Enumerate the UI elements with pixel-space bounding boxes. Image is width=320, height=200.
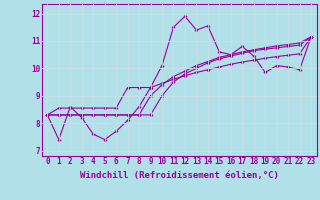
X-axis label: Windchill (Refroidissement éolien,°C): Windchill (Refroidissement éolien,°C) [80,171,279,180]
